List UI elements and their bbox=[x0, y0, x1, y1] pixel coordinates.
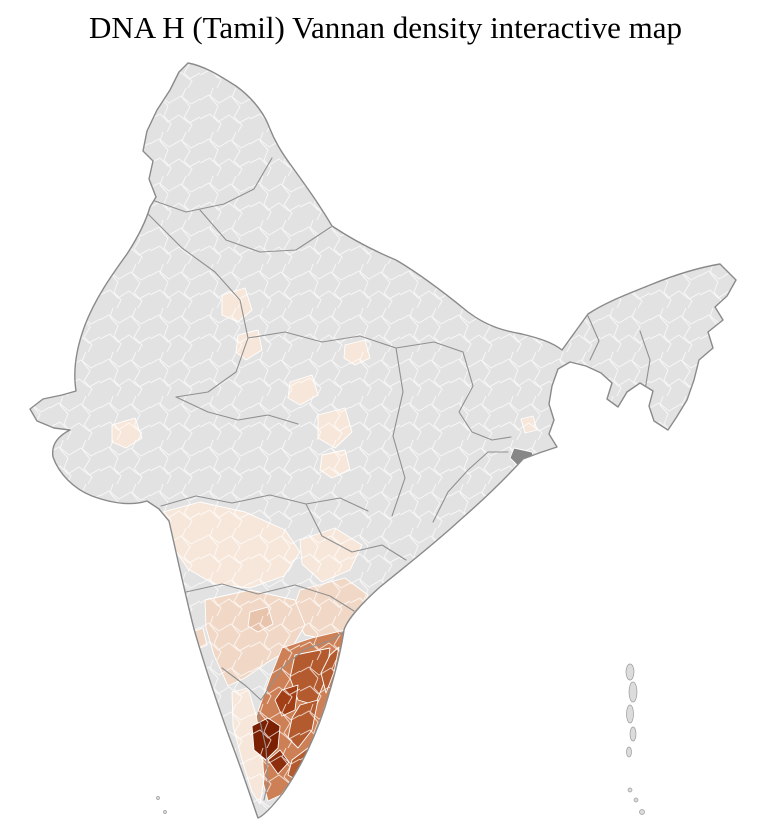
page-title: DNA H (Tamil) Vannan density interactive… bbox=[89, 10, 682, 45]
district-borders-overlay bbox=[30, 63, 736, 818]
state-boundaries bbox=[147, 157, 651, 801]
andaman-nicobar-islands[interactable] bbox=[625, 663, 645, 815]
india-outline bbox=[29, 62, 737, 819]
lakshadweep-islands[interactable] bbox=[156, 796, 167, 814]
